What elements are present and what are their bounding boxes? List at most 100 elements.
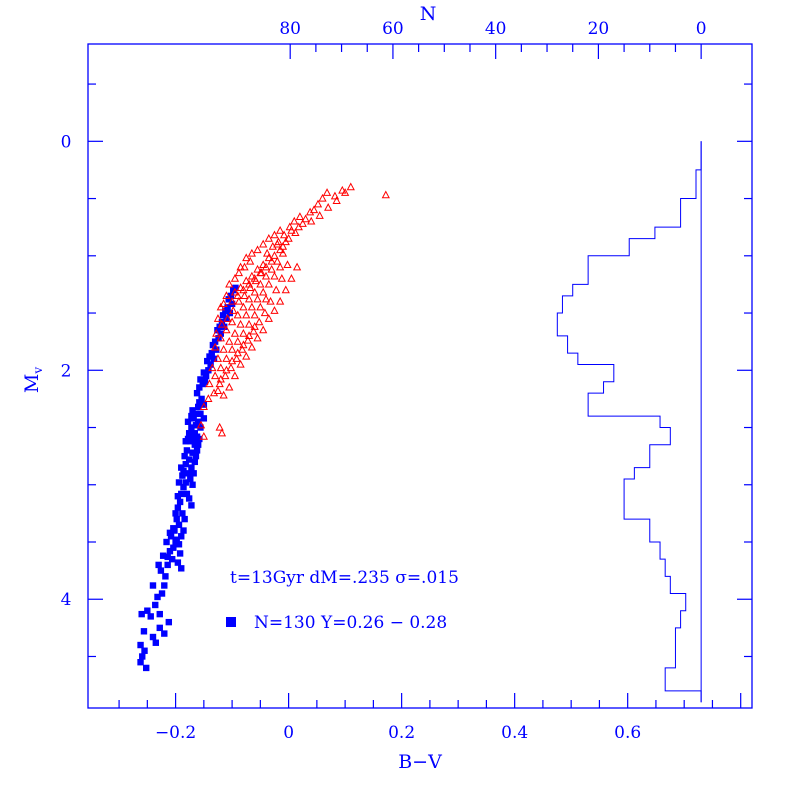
triangle-point (247, 342, 257, 351)
triangle-point (239, 285, 248, 294)
triangle-point (219, 390, 228, 399)
triangle-point (253, 294, 262, 303)
square-point (165, 618, 173, 626)
square-point (155, 561, 162, 569)
triangle-point (234, 296, 244, 305)
triangle-point (226, 363, 236, 372)
triangle-point (216, 363, 225, 372)
square-point (183, 447, 191, 454)
square-point (214, 327, 221, 334)
square-point (209, 341, 217, 349)
triangle-point (332, 196, 341, 204)
square-point (172, 510, 179, 517)
square-point (201, 378, 209, 385)
square-point (187, 475, 194, 483)
triangle-point (221, 371, 230, 380)
triangle-point (211, 342, 220, 351)
square-point (178, 533, 185, 540)
triangle-point (295, 212, 305, 220)
triangle-point (233, 310, 242, 319)
square-point (200, 369, 208, 376)
square-point (192, 452, 200, 460)
triangle-point (222, 325, 231, 334)
triangle-point (234, 268, 244, 277)
histogram (556, 141, 702, 703)
square-point (182, 438, 189, 445)
square-point (174, 504, 182, 511)
triangle-point (230, 274, 240, 282)
triangle-point (196, 420, 206, 429)
square-point (156, 610, 163, 618)
triangle-point (301, 214, 310, 223)
top-tick-label: 20 (588, 19, 610, 39)
square-point (176, 550, 184, 557)
triangle-point (213, 354, 223, 362)
triangle-point (246, 283, 255, 291)
square-point (162, 573, 169, 580)
triangle-point (279, 230, 289, 239)
triangle-point (217, 319, 227, 328)
square-point (173, 515, 180, 523)
triangle-point (270, 306, 279, 314)
triangle-point (270, 230, 279, 239)
triangle-point (217, 428, 227, 437)
square-point (176, 498, 184, 506)
triangle-point (260, 308, 270, 317)
triangle-point (225, 336, 234, 345)
triangle-point (227, 296, 237, 305)
square-point (158, 590, 166, 597)
square-point (200, 401, 208, 408)
triangle-point (272, 285, 281, 294)
triangle-point (251, 276, 260, 285)
square-point (227, 292, 235, 300)
annotation-sample: N=130 Y=0.26 − 0.28 (254, 613, 447, 633)
square-point (179, 510, 186, 517)
axis-tick-labels: −0.2 0 0.2 0.4 0.6 0 2 4 80 60 40 20 0 (61, 19, 707, 743)
triangle-point (287, 274, 296, 282)
triangle-point (236, 319, 245, 328)
square-point (210, 355, 218, 363)
x-axis-title: B−V (398, 751, 442, 773)
top-tick-label: 40 (485, 19, 507, 39)
triangle-point (240, 262, 249, 271)
triangle-point (264, 253, 273, 262)
square-point (191, 441, 199, 448)
square-point (179, 472, 186, 479)
square-point (192, 422, 200, 429)
triangle-point (340, 188, 350, 196)
square-point (225, 296, 232, 303)
square-point (175, 541, 183, 548)
triangle-point (259, 325, 268, 334)
square-point (161, 630, 168, 637)
square-point (157, 567, 165, 574)
square-point (170, 544, 177, 551)
triangle-point (233, 336, 242, 345)
triangle-point (283, 260, 292, 269)
triangle-point (227, 345, 237, 353)
square-point (193, 447, 201, 454)
triangle-point (253, 245, 262, 254)
triangle-point (270, 271, 279, 280)
svg-text:Mv: Mv (21, 367, 45, 393)
square-point (173, 536, 180, 543)
triangle-point (232, 354, 241, 362)
square-point (156, 624, 163, 632)
triangle-point (246, 256, 255, 265)
square-point (191, 458, 199, 466)
triangle-point (211, 371, 220, 380)
y-axis-title: Mv (21, 367, 45, 393)
triangle-point (216, 333, 225, 342)
square-point (152, 601, 159, 609)
triangle-point (222, 354, 231, 362)
top-tick-label: 80 (279, 19, 301, 39)
y-tick-label: 4 (61, 590, 72, 610)
triangle-point (222, 291, 231, 299)
triangle-point (213, 386, 223, 394)
square-point (188, 424, 195, 431)
square-point (149, 633, 157, 641)
triangle-point (236, 283, 245, 291)
triangle-point (250, 310, 259, 319)
square-point (197, 376, 204, 383)
triangle-point (243, 335, 253, 344)
